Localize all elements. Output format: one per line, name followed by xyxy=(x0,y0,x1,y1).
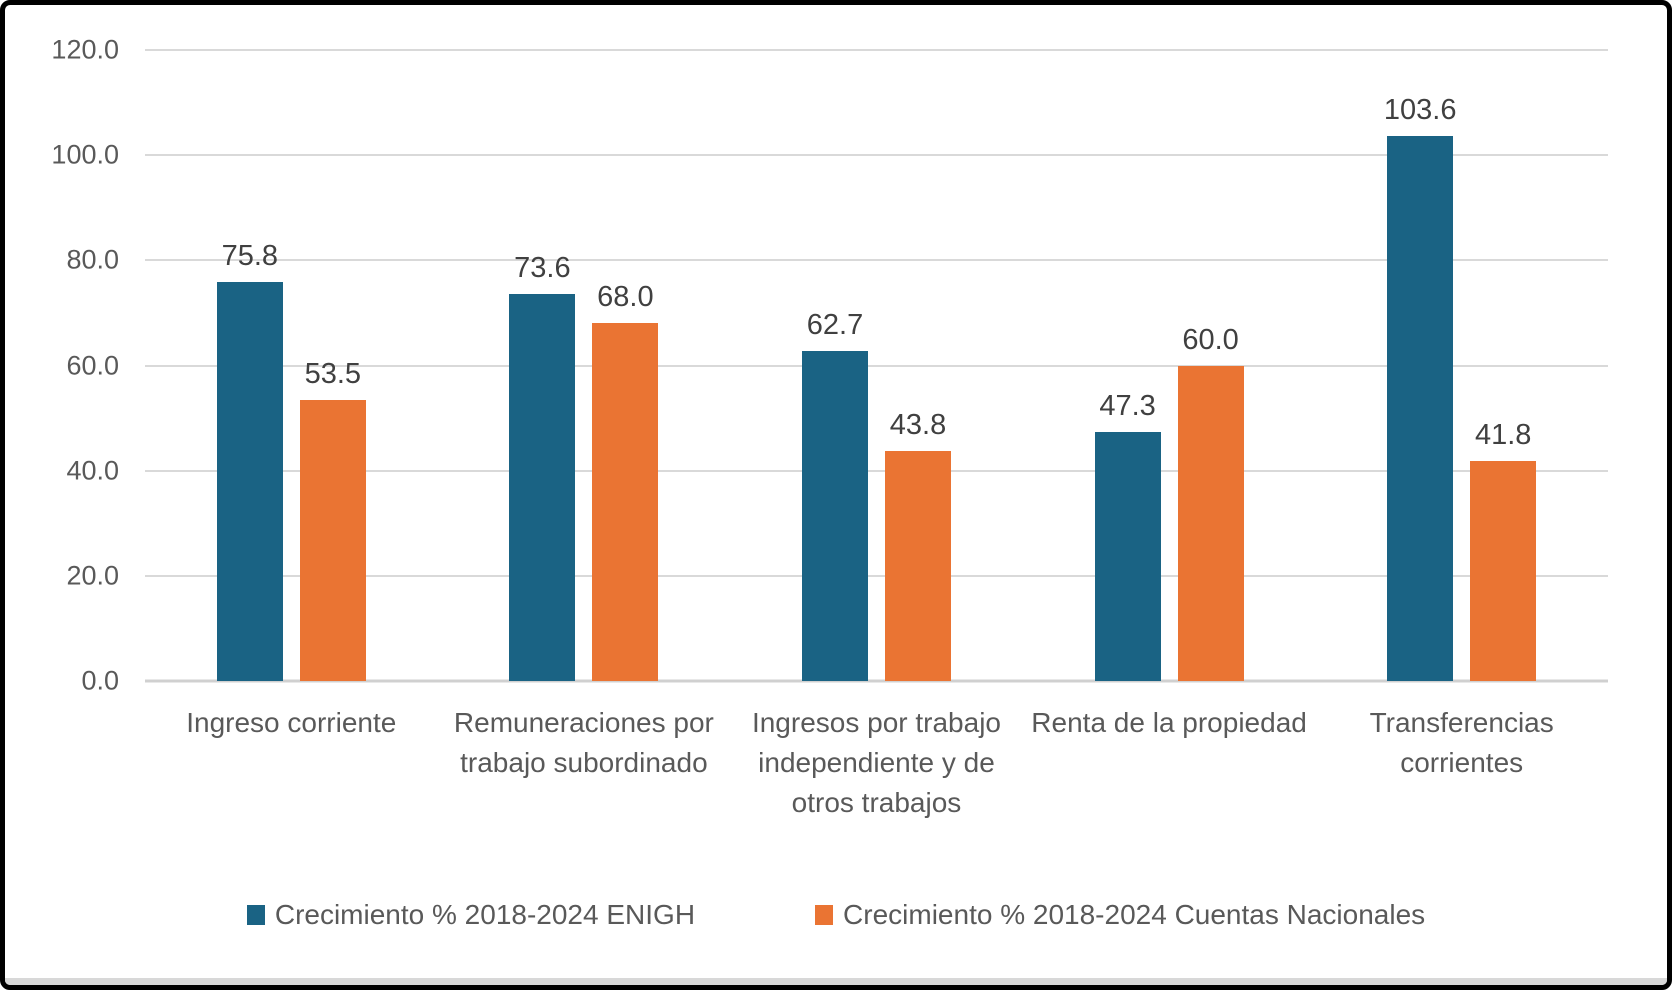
y-axis: 0.0 20.0 40.0 60.0 80.0 100.0 120.0 xyxy=(5,35,145,696)
y-axis-tick-label: 80.0 xyxy=(66,244,119,275)
bar-group: 73.6 68.0 xyxy=(438,50,731,681)
gridline xyxy=(145,154,1608,157)
category-label: Renta de la propiedad xyxy=(1031,707,1307,738)
y-axis-tick-label: 40.0 xyxy=(66,455,119,486)
legend-swatch-icon xyxy=(815,905,834,925)
category-label: Ingresos por trabajo independiente y de … xyxy=(751,707,1001,818)
bar: 62.7 xyxy=(801,309,868,681)
y-axis-tick-label: 120.0 xyxy=(51,34,119,65)
bar-group: 103.6 41.8 xyxy=(1315,50,1608,681)
gridline xyxy=(145,259,1608,262)
bar-value-label: 75.8 xyxy=(221,240,279,273)
bottom-strip xyxy=(5,978,1667,985)
gridline xyxy=(145,364,1608,367)
bar: 43.8 xyxy=(884,409,951,681)
bar-value-label: 103.6 xyxy=(1383,94,1457,127)
plot-row: 0.0 20.0 40.0 60.0 80.0 100.0 120.0 75.8 53.5 73… xyxy=(5,35,1667,696)
gridline xyxy=(145,49,1608,51)
bar-chart: 0.0 20.0 40.0 60.0 80.0 100.0 120.0 75.8 53.5 73… xyxy=(5,5,1667,931)
gridline xyxy=(145,469,1608,472)
bar: 47.3 xyxy=(1094,390,1161,681)
bar-groups: 75.8 53.5 73.6 68.0 62.7 43.8 47.3 60.0 103.6 41.… xyxy=(145,50,1608,681)
bar: 75.8 xyxy=(216,240,283,681)
bar-group: 47.3 60.0 xyxy=(1023,50,1316,681)
legend-item: Crecimiento % 2018-2024 ENIGH xyxy=(246,899,696,931)
bar: 73.6 xyxy=(509,252,576,681)
y-axis-tick-label: 100.0 xyxy=(51,139,119,170)
plot-area: 75.8 53.5 73.6 68.0 62.7 43.8 47.3 60.0 103.6 41.… xyxy=(145,49,1608,683)
category-label: Remuneraciones por trabajo subordinado xyxy=(453,707,714,778)
bar-value-label: 41.8 xyxy=(1474,419,1532,452)
legend-swatch-icon xyxy=(246,905,265,925)
legend: Crecimiento % 2018-2024 ENIGH Crecimiento… xyxy=(5,899,1667,931)
category-label: Transferencias corrientes xyxy=(1369,707,1554,778)
bar-value-label: 53.5 xyxy=(304,357,362,390)
legend-label: Crecimiento % 2018-2024 ENIGH xyxy=(274,899,696,930)
y-axis-tick-label: 60.0 xyxy=(66,350,119,380)
bar-value-label: 60.0 xyxy=(1182,323,1239,356)
y-axis-spacer xyxy=(5,703,145,823)
category-label: Ingreso corriente xyxy=(186,707,397,738)
bar: 60.0 xyxy=(1177,324,1244,681)
y-axis-tick-label: 0.0 xyxy=(81,665,119,696)
bar: 41.8 xyxy=(1470,419,1537,681)
bar: 103.6 xyxy=(1384,94,1456,681)
bar: 53.5 xyxy=(299,358,366,681)
bar: 68.0 xyxy=(592,281,659,681)
bar-group: 62.7 43.8 xyxy=(730,50,1023,681)
x-axis-line xyxy=(145,679,1608,683)
legend-label: Crecimiento % 2018-2024 Cuentas Nacional… xyxy=(843,899,1426,930)
x-axis: Ingreso corriente Remuneraciones por trab… xyxy=(5,703,1667,823)
bar-value-label: 43.8 xyxy=(889,408,947,441)
bar-group: 75.8 53.5 xyxy=(145,50,438,681)
bar-value-label: 62.7 xyxy=(806,309,864,342)
x-axis-labels: Ingreso corriente Remuneraciones por trab… xyxy=(145,703,1608,823)
y-axis-tick-label: 20.0 xyxy=(66,560,119,591)
gridline xyxy=(145,574,1608,577)
bar-value-label: 47.3 xyxy=(1099,390,1156,423)
bar-value-label: 73.6 xyxy=(514,252,571,284)
legend-item: Crecimiento % 2018-2024 Cuentas Nacional… xyxy=(815,899,1425,931)
bar-value-label: 68.0 xyxy=(597,281,654,314)
